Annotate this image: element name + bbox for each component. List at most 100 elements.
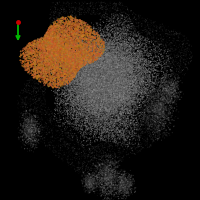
Point [160,78,163,81]
Point [48,33,51,36]
Point [83,48,86,52]
Point [101,85,105,88]
Point [56,75,59,78]
Point [137,47,141,50]
Point [116,126,119,129]
Point [123,41,127,45]
Point [71,60,74,63]
Point [85,101,88,105]
Point [116,136,119,139]
Point [64,17,67,20]
Point [121,118,124,121]
Point [123,95,126,98]
Point [50,41,54,44]
Point [91,66,94,69]
Point [80,128,83,131]
Point [109,182,113,185]
Point [78,79,81,82]
Point [93,75,96,79]
Point [52,29,55,32]
Point [62,80,65,83]
Point [95,57,99,61]
Point [80,90,84,93]
Point [177,61,180,64]
Point [111,82,114,85]
Point [81,78,84,81]
Point [76,31,79,34]
Point [100,92,103,95]
Point [45,49,49,52]
Point [102,106,106,109]
Point [153,116,156,119]
Point [80,41,83,44]
Point [89,100,93,103]
Point [59,50,62,53]
Point [79,108,83,111]
Point [90,116,93,119]
Point [65,68,68,72]
Point [48,57,51,61]
Point [112,93,116,96]
Point [135,101,139,104]
Point [152,20,155,23]
Point [97,172,100,175]
Point [150,128,154,132]
Point [110,113,114,116]
Point [32,136,35,140]
Point [100,105,103,108]
Point [104,66,107,70]
Point [101,87,104,90]
Point [45,52,49,55]
Point [137,125,140,128]
Point [103,148,106,151]
Point [121,59,124,63]
Point [42,59,46,62]
Point [100,94,103,97]
Point [125,135,128,138]
Point [92,47,95,50]
Point [63,34,66,37]
Point [104,79,107,83]
Point [123,94,127,97]
Point [118,65,122,68]
Point [88,172,91,175]
Point [99,109,102,112]
Point [154,114,157,117]
Point [105,65,108,69]
Point [99,84,102,87]
Point [110,76,114,79]
Point [51,65,54,68]
Point [103,125,106,129]
Point [75,120,78,123]
Point [120,150,124,153]
Point [126,75,129,78]
Point [120,29,123,32]
Point [176,80,180,83]
Point [116,114,119,117]
Point [112,86,115,89]
Point [80,24,83,28]
Point [125,184,128,188]
Point [77,137,80,140]
Point [88,184,91,187]
Point [104,87,107,91]
Point [32,87,35,90]
Point [59,39,62,42]
Point [80,79,83,82]
Point [63,37,67,40]
Point [105,67,108,70]
Point [76,51,79,54]
Point [99,11,102,14]
Point [97,66,100,69]
Point [89,79,92,83]
Point [78,73,81,76]
Point [115,29,118,32]
Point [122,90,126,93]
Point [112,72,115,75]
Point [100,67,103,70]
Point [44,109,47,112]
Point [103,80,106,83]
Point [42,49,46,52]
Point [61,77,64,80]
Point [86,79,89,82]
